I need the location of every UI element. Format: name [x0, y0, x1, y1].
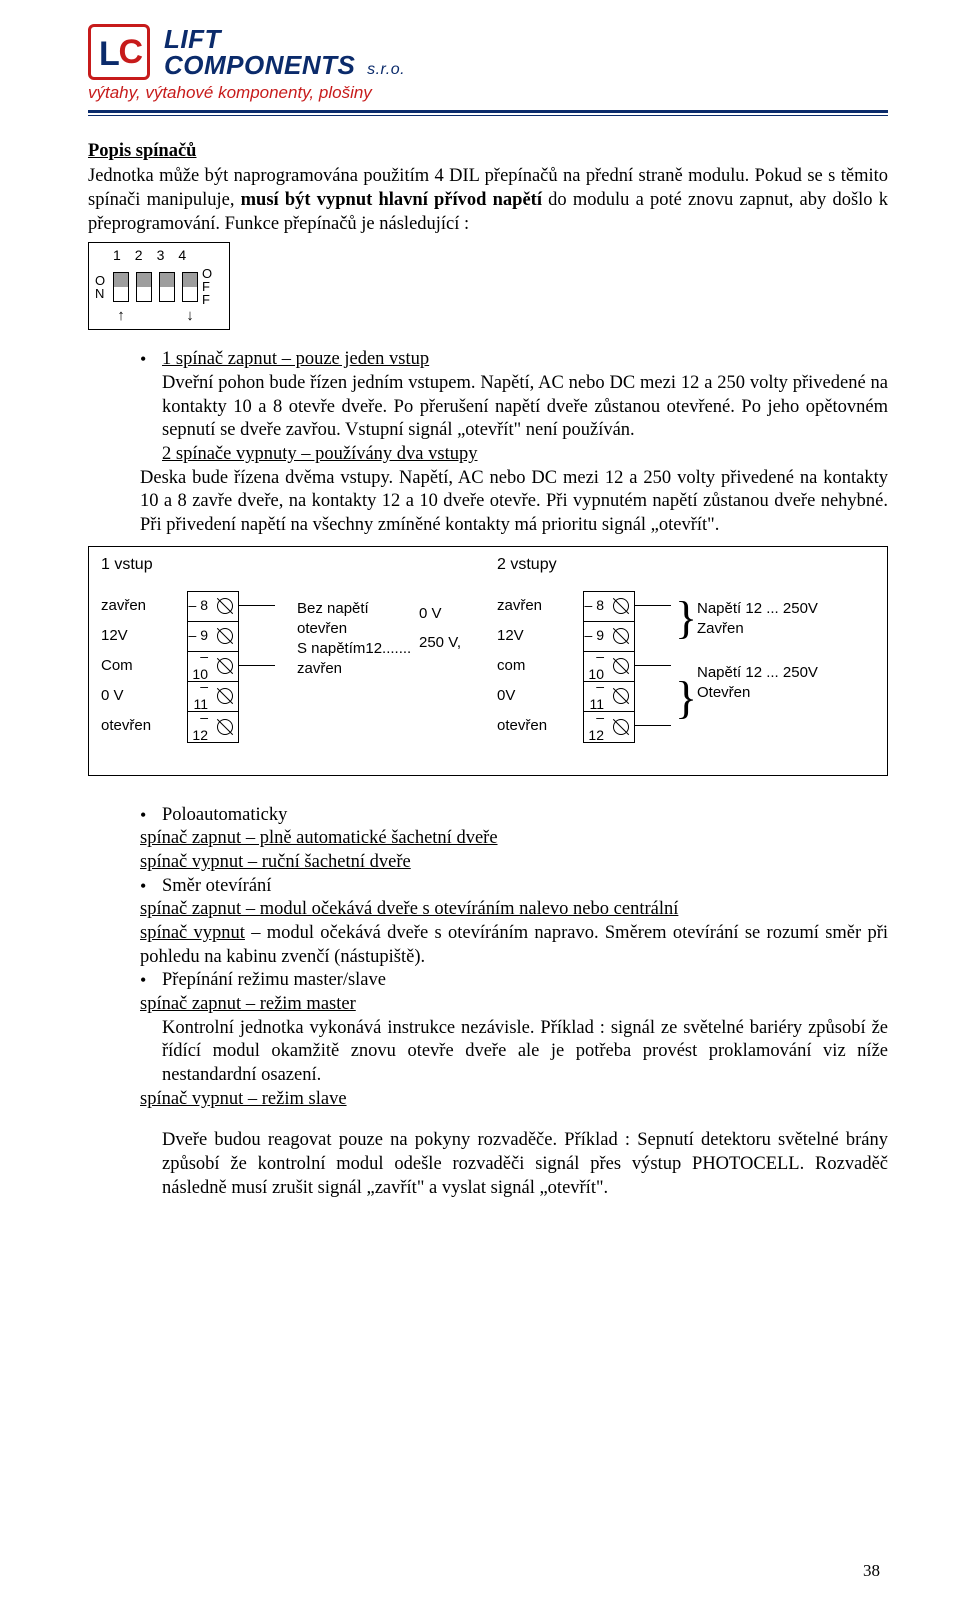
brand-text: LIFT COMPONENTS s.r.o. — [164, 24, 405, 78]
line-zapnut-smer: spínač zapnut – modul očekává dveře s ot… — [140, 899, 678, 919]
brand-name: COMPONENTS — [164, 50, 355, 80]
terminal-block-icon: – 8 – 9 –10 –11 –12 — [187, 591, 239, 743]
wiring-left-midtext: Bez napětí otevřen S napětím12....... za… — [297, 599, 411, 680]
dip-switch-icon — [136, 272, 152, 302]
terminal-label: otevřen — [497, 711, 547, 741]
terminal-label: 12V — [497, 621, 547, 651]
bullet-label: Přepínání režimu master/slave — [162, 970, 386, 990]
letterhead: L C LIFT COMPONENTS s.r.o. — [88, 24, 888, 80]
dip-num: 4 — [178, 247, 186, 265]
dip-switch-icon — [159, 272, 175, 302]
terminal-label: 0V — [497, 681, 547, 711]
rule-thin — [88, 115, 888, 116]
intro-bold: musí být vypnut hlavní přívod napětí — [241, 190, 542, 210]
terminal-label: zavřen — [497, 591, 547, 621]
bullet-switch1-text: Dveřní pohon bude řízen jedním vstupem. … — [140, 372, 888, 443]
switch-description-block: 1 spínač zapnut – pouze jeden vstup Dveř… — [88, 348, 888, 537]
bullet-poloauto: Poloautomaticky — [140, 804, 888, 828]
wiring-right-column: 2 vstupy zavřen 12V com 0V otevřen – 8 –… — [497, 555, 877, 767]
brace-icon: } — [675, 595, 697, 641]
dip-switch-icon — [182, 272, 198, 302]
dip-num: 1 — [113, 247, 121, 265]
terminal-label: otevřen — [101, 711, 151, 741]
bullet-smer: Směr otevírání — [140, 875, 888, 899]
wire-stubs-icon — [635, 591, 671, 741]
brand-line1: LIFT — [164, 26, 405, 52]
logo-letter-l: L — [99, 33, 118, 77]
intro-paragraph: Jednotka může být naprogramována použití… — [88, 165, 888, 236]
bullet-switch2-text: Deska bude řízena dvěma vstupy. Napětí, … — [140, 467, 888, 538]
bullet-switch2-heading-line: 2 spínače vypnuty – používány dva vstupy — [140, 443, 888, 467]
section-title: Popis spínačů — [88, 140, 888, 164]
terminal-label: 12V — [101, 621, 151, 651]
brand-sro: s.r.o. — [367, 61, 405, 78]
terminal-label: 0 V — [101, 681, 151, 711]
terminal-label: Com — [101, 651, 151, 681]
arrow-up-icon: ↑ — [113, 308, 129, 323]
wiring-right-group1: Napětí 12 ... 250V Zavřen Napětí 12 ... … — [697, 599, 818, 704]
brand-line2: COMPONENTS s.r.o. — [164, 52, 405, 78]
dip-switch-icon — [113, 272, 129, 302]
lower-bullets: Poloautomaticky spínač zapnut – plně aut… — [88, 804, 888, 1201]
wiring-left-title: 1 vstup — [101, 555, 481, 575]
wiring-left-labels: zavřen 12V Com 0 V otevřen — [101, 591, 151, 741]
dip-num: 3 — [157, 247, 165, 265]
bullet-switch2-heading: 2 spínače vypnuty – používány dva vstupy — [162, 444, 477, 464]
terminal-label: zavřen — [101, 591, 151, 621]
dip-num: 2 — [135, 247, 143, 265]
dip-off-label: OFF — [202, 267, 216, 306]
terminal-label: com — [497, 651, 547, 681]
wiring-diagram: 1 vstup zavřen 12V Com 0 V otevřen – 8 –… — [88, 546, 888, 776]
bullet-switch1: 1 spínač zapnut – pouze jeden vstup — [140, 348, 888, 372]
line-vypnut-slave: spínač vypnut – režim slave — [140, 1089, 347, 1109]
terminal-block-icon: – 8 – 9 –10 –11 –12 — [583, 591, 635, 743]
wire-stubs-icon — [239, 591, 275, 741]
line-vypnut-rucni: spínač vypnut – ruční šachetní dveře — [140, 852, 411, 872]
slave-text: Dveře budou reagovat pouze na pokyny roz… — [140, 1129, 888, 1200]
wiring-right-labels: zavřen 12V com 0V otevřen — [497, 591, 547, 741]
line-vypnut-smer: spínač vypnut – modul očekává dveře s ot… — [140, 922, 888, 969]
wiring-right-title: 2 vstupy — [497, 555, 877, 575]
rule-thick — [88, 110, 888, 113]
line-zapnut-master: spínač zapnut – režim master — [140, 994, 356, 1014]
brace-icon: } — [675, 675, 697, 721]
arrow-down-icon: ↓ — [182, 308, 198, 323]
bullet-label: Směr otevírání — [162, 876, 271, 896]
bullet-switch1-heading: 1 spínač zapnut – pouze jeden vstup — [162, 349, 429, 369]
dip-on-label: ON — [95, 274, 109, 300]
tagline: výtahy, výtahové komponenty, plošiny — [88, 82, 888, 104]
dip-figure: 1 2 3 4 ON OFF ↑ ↓ — [88, 242, 888, 330]
bullet-label: Poloautomaticky — [162, 805, 287, 825]
wiring-left-column: 1 vstup zavřen 12V Com 0 V otevřen – 8 –… — [101, 555, 481, 767]
page-number: 38 — [863, 1560, 880, 1582]
logo-letter-c: C — [118, 31, 141, 75]
master-text: Kontrolní jednotka vykonává instrukce ne… — [140, 1017, 888, 1088]
line-zapnut-auto: spínač zapnut – plně automatické šachetn… — [140, 828, 498, 848]
logo-icon: L C — [88, 24, 150, 80]
wiring-left-values: 0 V 250 V, — [419, 599, 461, 658]
bullet-prepinani: Přepínání režimu master/slave — [140, 969, 888, 993]
